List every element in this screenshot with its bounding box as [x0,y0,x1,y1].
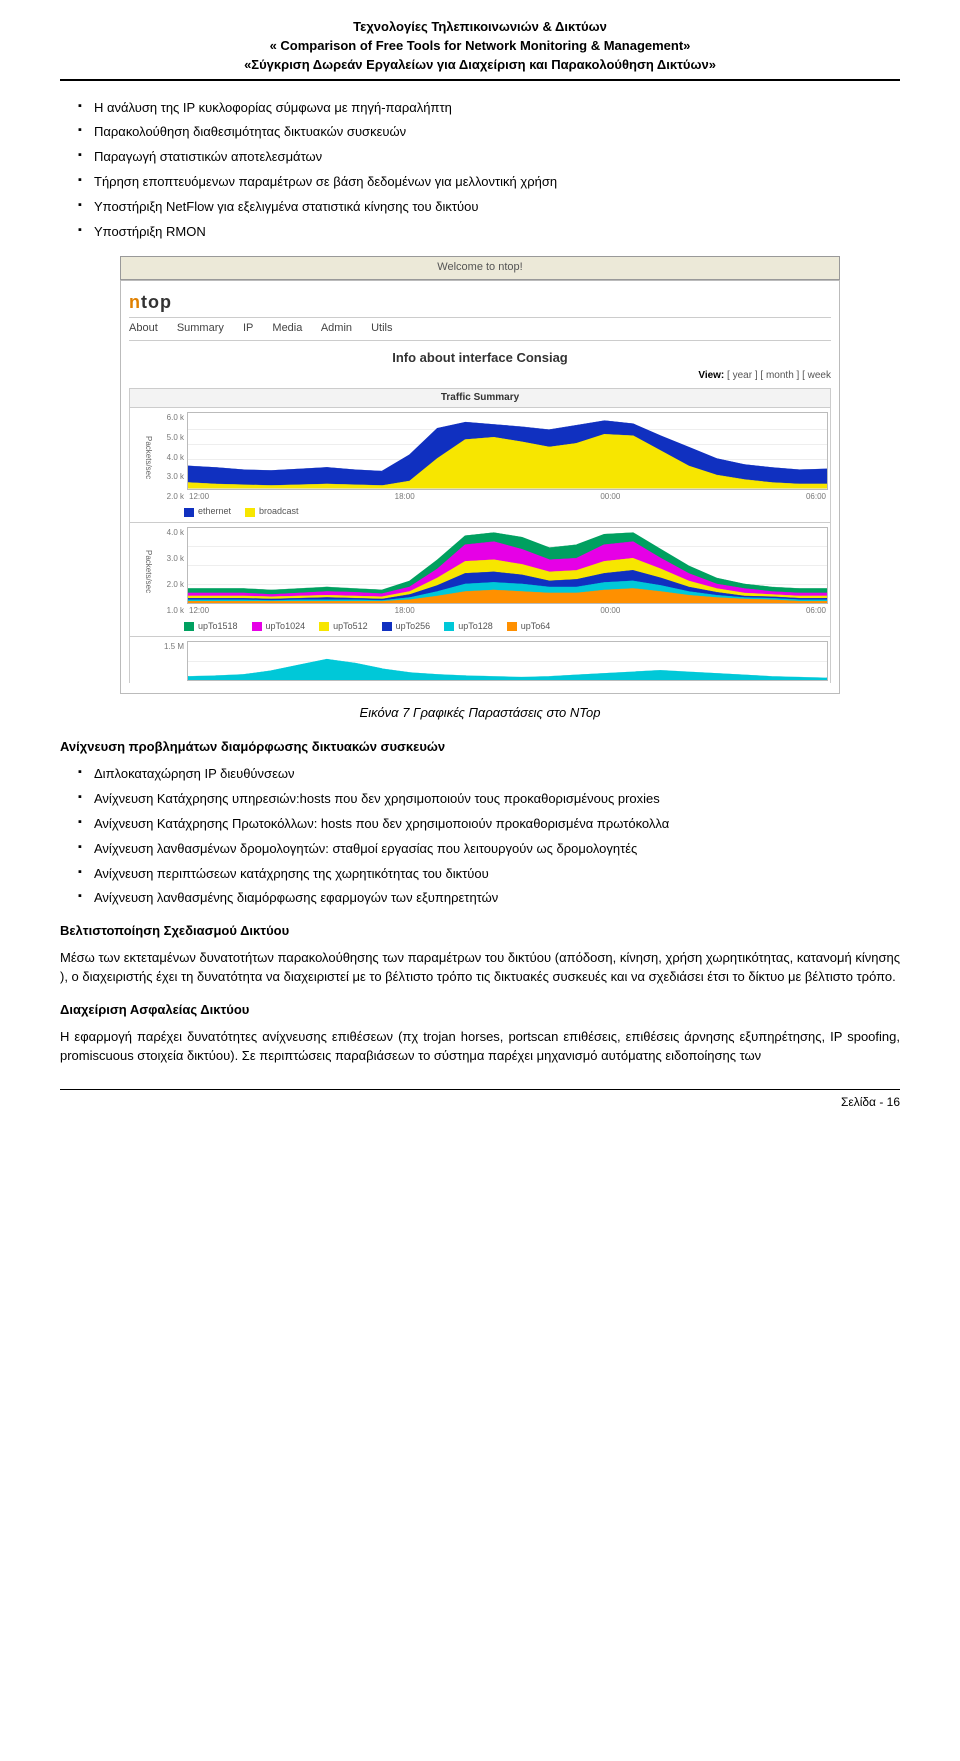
ytick: 5.0 k [154,432,184,444]
header-line3: «Σύγκριση Δωρεάν Εργαλείων για Διαχείρισ… [60,56,900,75]
ytick: 3.0 k [154,471,184,483]
detection-bullet-list: Διπλοκαταχώρηση IP διευθύνσεων Ανίχνευση… [60,765,900,908]
traffic-chart-1: Packets/sec 6.0 k 5.0 k 4.0 k 3.0 k 2.0 … [129,408,831,522]
section3-para: Η εφαρμογή παρέχει δυνατότητες ανίχνευση… [60,1028,900,1066]
figure-caption: Εικόνα 7 Γραφικές Παραστάσεις στο NTop [60,704,900,723]
traffic-chart-2: Packets/sec 4.0 k 3.0 k 2.0 k 1.0 k 12:0… [129,523,831,637]
xtick: 12:00 [189,605,209,617]
list-item: Ανίχνευση Κατάχρησης Πρωτοκόλλων: hosts … [78,815,900,834]
list-item: Τήρηση εποπτευόμενων παραμέτρων σε βάση … [78,173,900,192]
chart2-legend: upTo1518 upTo1024 upTo512 upTo256 upTo128 upT… [132,617,828,634]
ntop-window-title: Welcome to ntop! [120,256,840,280]
ntop-view-switch: View: [ year ] [ month ] [ week [129,369,831,384]
footer-rule [60,1089,900,1090]
chart3-plot [187,641,828,681]
chart2-yaxis: 4.0 k 3.0 k 2.0 k 1.0 k [154,527,187,617]
ytick: 1.5 M [154,641,184,653]
ytick: 2.0 k [154,579,184,591]
chart1-yaxis: 6.0 k 5.0 k 4.0 k 3.0 k 2.0 k [154,412,187,502]
list-item: Παρακολούθηση διαθεσιμότητας δικτυακών σ… [78,123,900,142]
ytick: 1.0 k [154,605,184,617]
chart1-legend: ethernet broadcast [132,502,828,519]
chart1-ylabel: Packets/sec [132,412,154,502]
xtick: 12:00 [189,491,209,503]
ytick: 2.0 k [154,491,184,503]
page-number: Σελίδα - 16 [60,1094,900,1111]
section-heading: Βελτιστοποίηση Σχεδιασμού Δικτύου [60,922,900,941]
list-item: Υποστήριξη NetFlow για εξελιγμένα στατισ… [78,198,900,217]
view-option[interactable]: [ week [802,370,831,381]
legend-item: upTo512 [319,620,368,633]
xtick: 18:00 [395,491,415,503]
nav-item[interactable]: Utils [371,322,392,334]
ytick: 3.0 k [154,553,184,565]
doc-header: Τεχνολογίες Τηλεπικοινωνιών & Δικτύων « … [60,18,900,75]
legend-item: broadcast [245,505,299,518]
header-line2: « Comparison of Free Tools for Network M… [60,37,900,56]
legend-item: upTo64 [507,620,551,633]
nav-item[interactable]: Admin [321,322,352,334]
ytick: 6.0 k [154,412,184,424]
legend-item: upTo1024 [252,620,306,633]
ntop-nav: About Summary IP Media Admin Utils [129,317,831,341]
traffic-chart-3: 1.5 M [129,637,831,683]
chart1-xaxis: 12:00 18:00 00:00 06:00 [187,490,828,503]
view-label: View: [698,370,724,381]
xtick: 06:00 [806,605,826,617]
xtick: 18:00 [395,605,415,617]
list-item: Ανίχνευση Κατάχρησης υπηρεσιών:hosts που… [78,790,900,809]
ntop-logo: ntop [129,289,831,315]
list-item: Η ανάλυση της IP κυκλοφορίας σύμφωνα με … [78,99,900,118]
chart3-ylabel [132,641,154,681]
chart2-xaxis: 12:00 18:00 00:00 06:00 [187,604,828,617]
chart3-yaxis: 1.5 M [154,641,187,681]
ntop-info-title: Info about interface Consiag [129,349,831,368]
section2-para: Μέσω των εκτεταμένων δυνατοτήτων παρακολ… [60,949,900,987]
section-heading: Διαχείριση Ασφαλείας Δικτύου [60,1001,900,1020]
nav-item[interactable]: About [129,322,158,334]
ntop-screenshot: Welcome to ntop! ntop About Summary IP M… [120,256,840,694]
intro-bullet-list: Η ανάλυση της IP κυκλοφορίας σύμφωνα με … [60,99,900,242]
legend-item: upTo256 [382,620,431,633]
list-item: Παραγωγή στατιστικών αποτελεσμάτων [78,148,900,167]
legend-item: upTo1518 [184,620,238,633]
xtick: 00:00 [600,605,620,617]
ytick: 4.0 k [154,452,184,464]
list-item: Διπλοκαταχώρηση IP διευθύνσεων [78,765,900,784]
nav-item[interactable]: Summary [177,322,224,334]
chart2-plot [187,527,828,604]
xtick: 00:00 [600,491,620,503]
ytick: 4.0 k [154,527,184,539]
list-item: Υποστήριξη RMON [78,223,900,242]
traffic-summary-title: Traffic Summary [129,388,831,409]
legend-item: ethernet [184,505,231,518]
list-item: Ανίχνευση λανθασμένης διαμόρφωσης εφαρμο… [78,889,900,908]
nav-item[interactable]: IP [243,322,253,334]
list-item: Ανίχνευση περιπτώσεων κατάχρησης της χωρ… [78,865,900,884]
legend-item: upTo128 [444,620,493,633]
view-option[interactable]: [ year ] [727,370,758,381]
section-heading: Ανίχνευση προβλημάτων διαμόρφωσης δικτυα… [60,738,900,757]
list-item: Ανίχνευση λανθασμένων δρομολογητών: σταθ… [78,840,900,859]
view-option[interactable]: [ month ] [760,370,799,381]
nav-item[interactable]: Media [272,322,302,334]
chart1-plot [187,412,828,489]
xtick: 06:00 [806,491,826,503]
header-line1: Τεχνολογίες Τηλεπικοινωνιών & Δικτύων [60,18,900,37]
header-rule [60,79,900,81]
chart2-ylabel: Packets/sec [132,527,154,617]
